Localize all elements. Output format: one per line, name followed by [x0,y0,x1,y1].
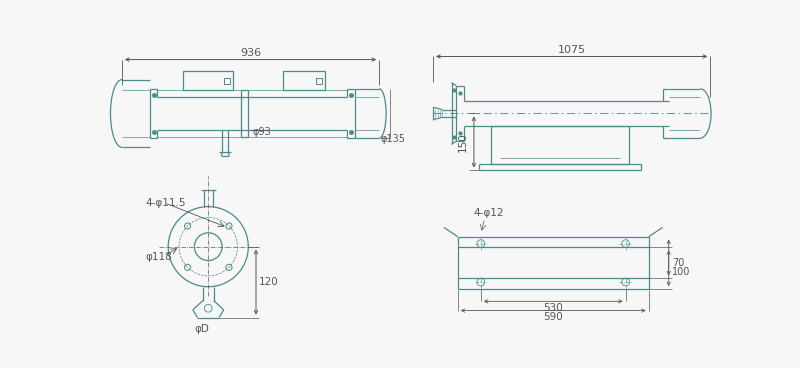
Text: 70: 70 [672,258,684,268]
Text: 100: 100 [672,267,690,277]
Text: φ135: φ135 [381,134,406,144]
Text: φ118: φ118 [145,252,172,262]
Text: 4-φ12: 4-φ12 [473,208,504,218]
Text: 4-φ11.5: 4-φ11.5 [145,198,186,208]
Bar [283,71,326,91]
Text: 936: 936 [240,48,261,58]
Text: 120: 120 [259,277,279,287]
Text: φ93: φ93 [252,127,271,137]
Bar [183,71,233,91]
Text: 150: 150 [458,132,468,152]
Text: φD: φD [194,324,210,334]
Text: 1075: 1075 [558,45,586,55]
Text: 590: 590 [543,312,563,322]
Text: 530: 530 [543,303,563,313]
Bar [491,126,630,164]
